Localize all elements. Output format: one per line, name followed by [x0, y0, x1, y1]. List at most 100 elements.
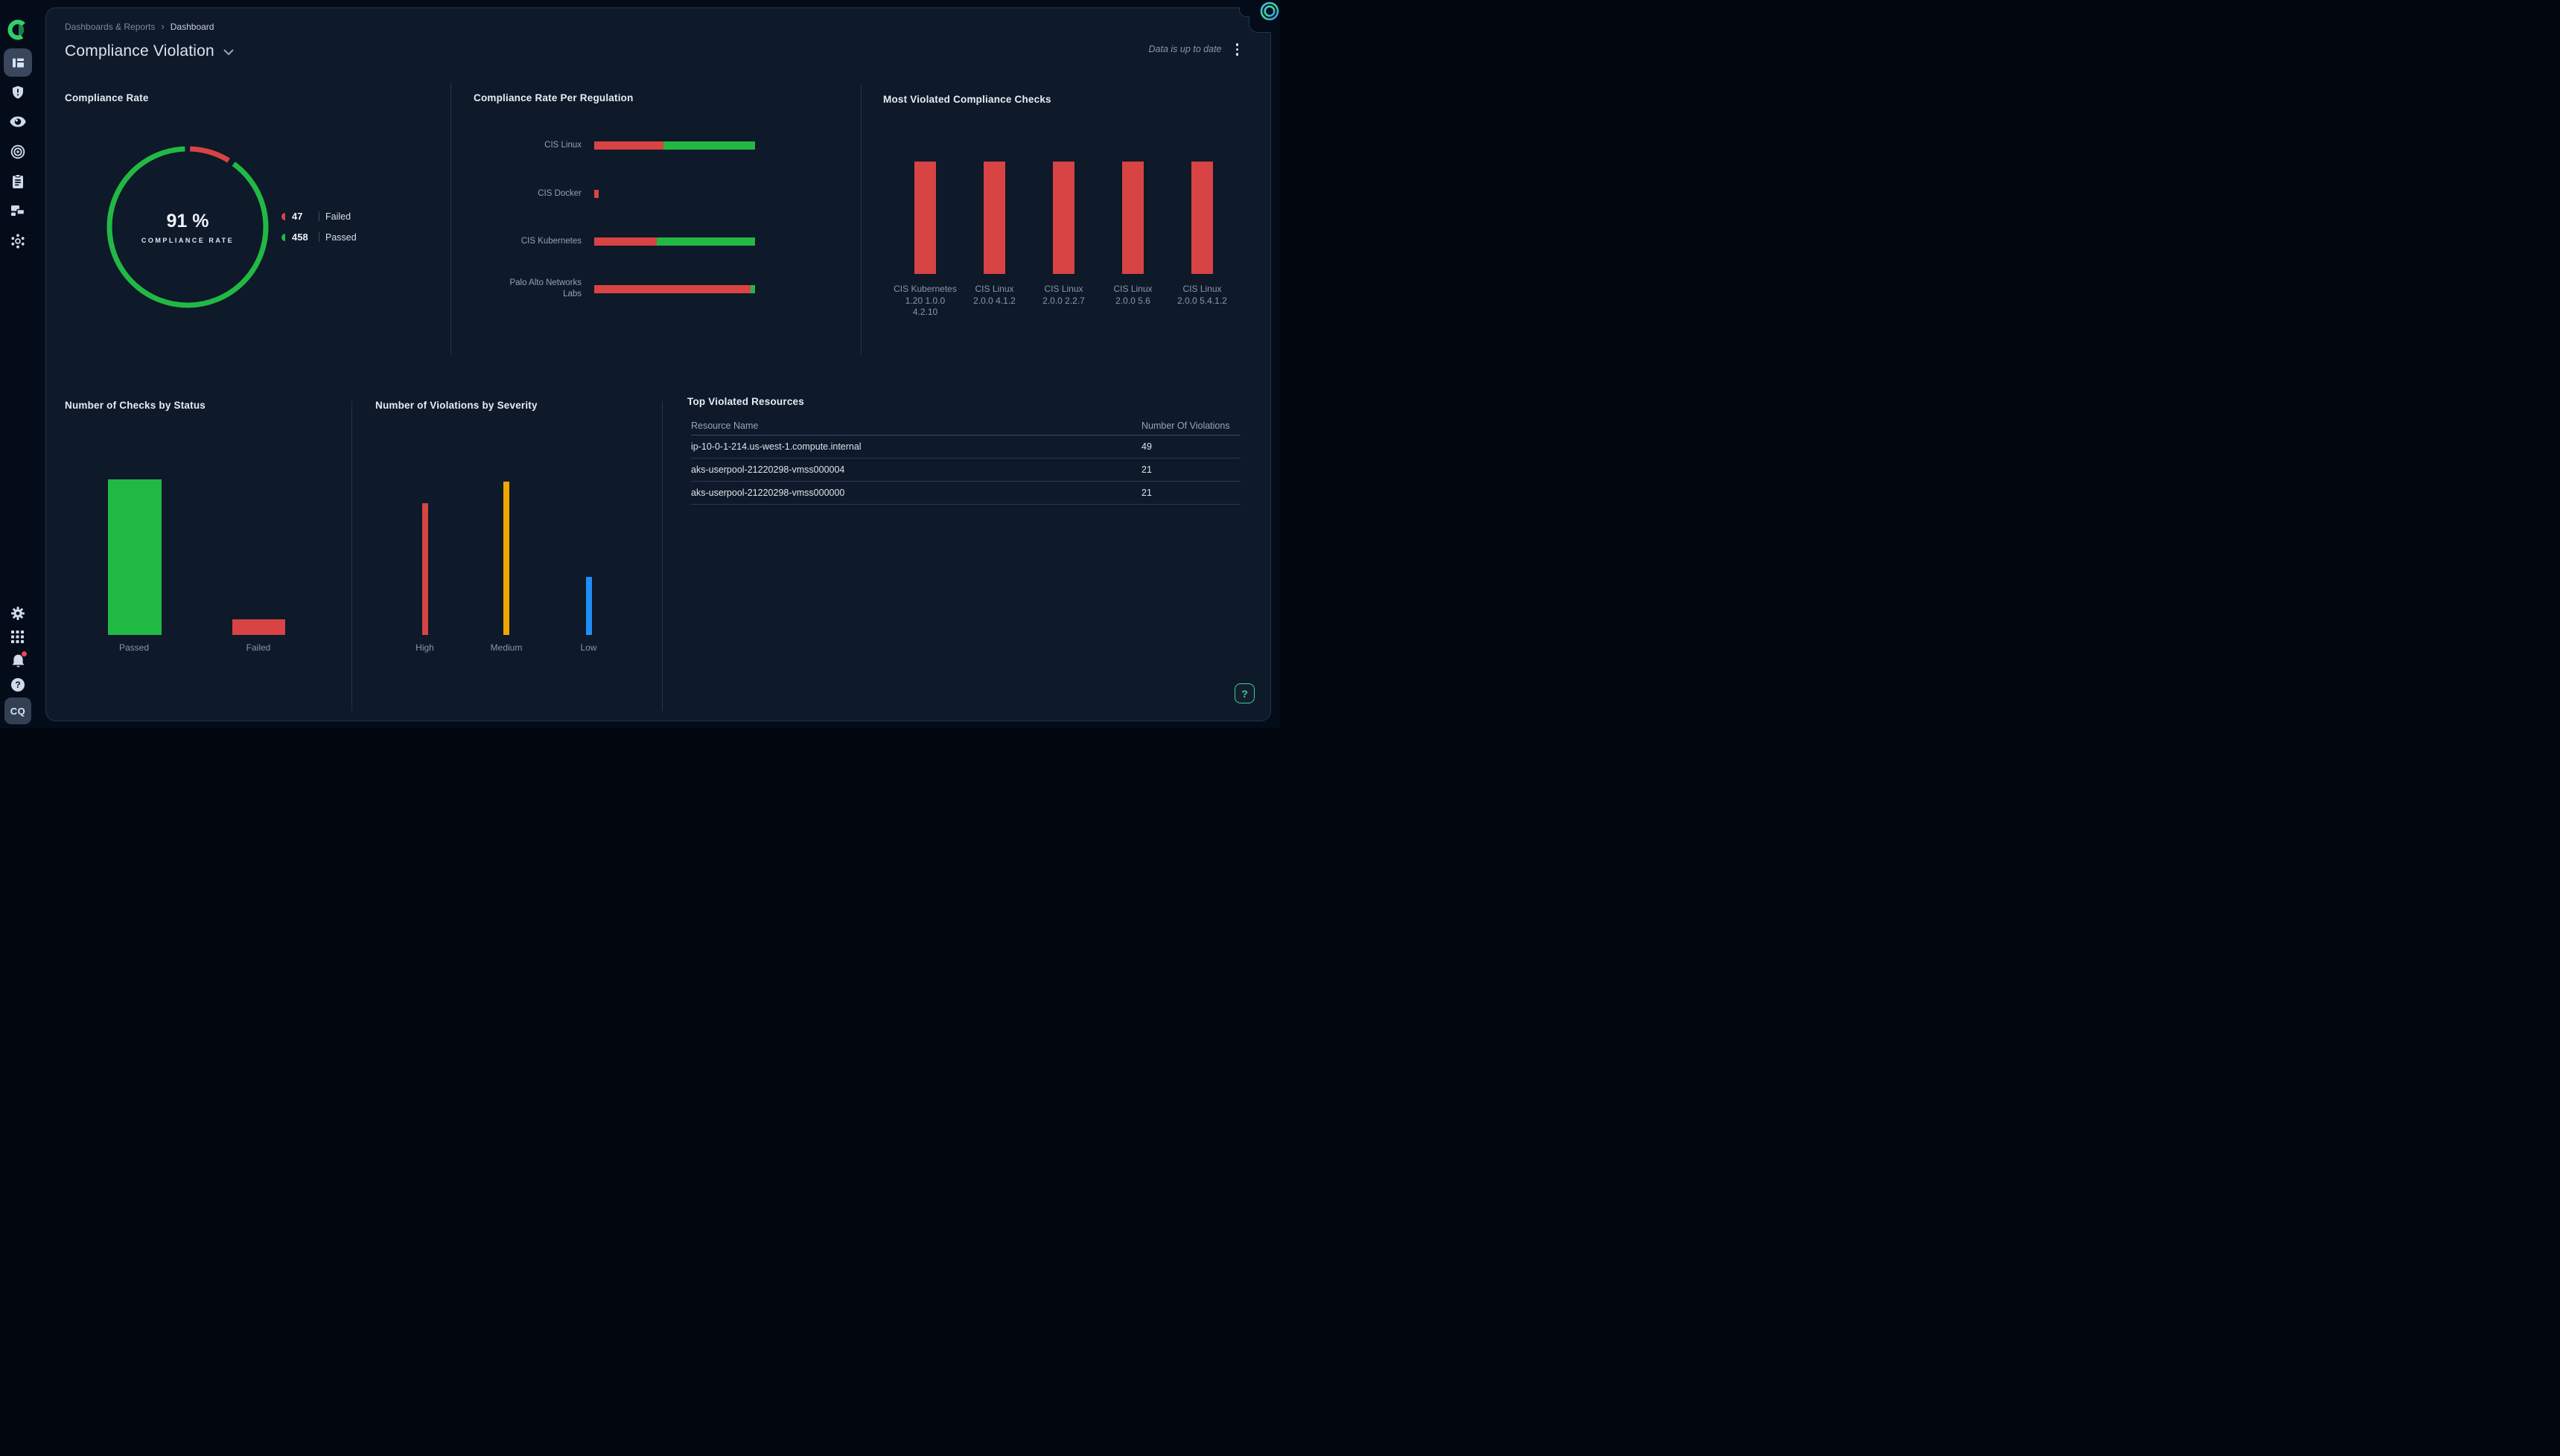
compliance-rate-donut: 91 % COMPLIANCE RATE	[106, 145, 270, 309]
regulation-row: CIS Docker	[463, 179, 761, 208]
data-freshness-status: Data is up to date	[1148, 44, 1222, 55]
sidebar: ? CQ	[0, 0, 45, 728]
blocks-icon	[11, 205, 25, 216]
sidebar-item-notifications[interactable]	[10, 651, 27, 669]
regulation-label: CIS Docker	[538, 188, 582, 198]
bar-segment-failed	[594, 237, 657, 246]
panel-corner-notch-step	[1239, 7, 1249, 17]
clipboard-icon	[13, 174, 23, 188]
bar-segment-passed	[750, 284, 755, 293]
regulation-row: CIS Kubernetes	[463, 226, 761, 256]
gear-icon	[11, 607, 25, 620]
severity-axis-label: Low	[580, 642, 597, 653]
failed-count: 47	[292, 211, 303, 222]
resource-name-cell: aks-userpool-21220298-vmss000004	[691, 464, 845, 475]
sidebar-item-apps[interactable]	[11, 630, 24, 643]
regulation-row: Palo Alto Networks Labs	[463, 274, 761, 304]
per-regulation-title: Compliance Rate Per Regulation	[474, 92, 634, 103]
section-divider	[450, 83, 451, 354]
sidebar-item-compliance[interactable]	[11, 174, 25, 189]
title-dropdown-chevron-icon[interactable]	[223, 49, 234, 56]
regulation-row: CIS Linux	[463, 130, 761, 160]
bar-segment-passed	[663, 141, 755, 150]
most-violated-check-label: CIS Linux 2.0.0 2.2.7	[1042, 284, 1085, 306]
help-circle-icon: ?	[11, 678, 25, 692]
most-violated-bar	[1122, 162, 1144, 274]
compliance-rate-caption: COMPLIANCE RATE	[141, 236, 235, 244]
bar-segment-failed	[594, 141, 663, 150]
sidebar-item-visibility[interactable]	[10, 116, 26, 127]
sidebar-item-dashboards[interactable]	[4, 48, 32, 77]
regulation-label: Palo Alto Networks Labs	[509, 278, 582, 298]
passed-label: Passed	[325, 232, 357, 243]
resource-name-cell: ip-10-0-1-214.us-west-1.compute.internal	[691, 441, 862, 452]
sidebar-item-alerts[interactable]	[10, 85, 25, 100]
most-violated-title: Most Violated Compliance Checks	[883, 94, 1051, 105]
shield-alert-icon	[13, 86, 23, 99]
top-violated-title: Top Violated Resources	[687, 396, 804, 407]
section-divider	[662, 401, 663, 711]
status-axis-label: Passed	[118, 642, 150, 653]
most-violated-check-label: CIS Kubernetes 1.20 1.0.0 4.2.10	[894, 284, 957, 318]
table-row[interactable]: aks-userpool-21220298-vmss000000 21	[691, 482, 1241, 505]
column-header-violations: Number Of Violations	[1142, 421, 1230, 431]
sidebar-item-assets[interactable]	[10, 205, 25, 217]
status-bar-failed	[232, 619, 285, 635]
column-header-resource-name: Resource Name	[691, 421, 759, 431]
page-title: Compliance Violation	[65, 42, 214, 60]
passed-marker-icon	[281, 233, 285, 241]
regulation-label: CIS Kubernetes	[520, 236, 582, 246]
help-fab-button[interactable]: ?	[1235, 683, 1255, 703]
brand-logo-icon	[7, 19, 28, 40]
most-violated-check-label: CIS Linux 2.0.0 4.1.2	[973, 284, 1016, 306]
table-row[interactable]: ip-10-0-1-214.us-west-1.compute.internal…	[691, 435, 1241, 459]
main-panel: Dashboards & Reports › Dashboard Complia…	[45, 7, 1271, 721]
violations-by-severity-title: Number of Violations by Severity	[375, 400, 538, 411]
table-body: ip-10-0-1-214.us-west-1.compute.internal…	[691, 435, 1241, 505]
breadcrumb-item-dashboards-reports[interactable]: Dashboards & Reports	[65, 21, 156, 32]
severity-axis-label: Medium	[490, 642, 523, 653]
notification-badge	[22, 651, 27, 657]
eye-icon	[10, 116, 26, 127]
table-row[interactable]: aks-userpool-21220298-vmss000004 21	[691, 459, 1241, 482]
grid-apps-icon	[11, 630, 24, 643]
most-violated-check-label: CIS Linux 2.0.0 5.4.1.2	[1177, 284, 1227, 306]
bullseye-icon	[10, 144, 25, 159]
most-violated-bar	[914, 162, 936, 274]
sidebar-item-help[interactable]: ?	[10, 677, 25, 692]
regulation-label: CIS Linux	[544, 140, 582, 150]
app-root: ? CQ Dashboards & Reports › Dashboard Co…	[0, 0, 1280, 728]
section-divider	[351, 401, 352, 711]
user-avatar[interactable]: CQ	[4, 697, 31, 724]
svg-text:?: ?	[15, 680, 20, 690]
status-axis-label: Failed	[246, 642, 271, 653]
violations-count-cell: 21	[1142, 488, 1152, 498]
bar-segment-passed	[657, 237, 755, 246]
sidebar-item-radar[interactable]	[10, 144, 25, 159]
passed-count: 458	[292, 232, 308, 243]
top-violated-table: Resource Name Number Of Violations ip-10…	[691, 417, 1241, 505]
kebab-menu-icon[interactable]	[1234, 41, 1241, 58]
compliance-rate-title: Compliance Rate	[65, 92, 149, 103]
failed-marker-icon	[281, 212, 285, 220]
regulation-bar	[594, 141, 755, 150]
sidebar-item-settings[interactable]	[10, 606, 25, 621]
bell-icon	[12, 654, 24, 668]
breadcrumb-separator: ›	[161, 21, 165, 32]
severity-bar-medium	[503, 482, 509, 635]
checks-by-status-title: Number of Checks by Status	[65, 400, 206, 411]
legend-item-passed: 458 Passed	[281, 232, 357, 243]
most-violated-bar	[1053, 162, 1074, 274]
brand-logo[interactable]	[7, 19, 29, 41]
sidebar-item-attack-paths[interactable]	[10, 234, 25, 249]
donut-legend: 47 Failed 458 Passed	[281, 211, 357, 243]
severity-bar-low	[585, 576, 592, 635]
severity-axis-label: High	[415, 642, 434, 653]
dashboard-layout-icon	[12, 58, 24, 67]
corner-rings-button[interactable]	[1259, 1, 1280, 22]
breadcrumb-item-dashboard[interactable]: Dashboard	[170, 21, 214, 32]
legend-item-failed: 47 Failed	[281, 211, 357, 222]
donut-passed-arc	[106, 146, 269, 308]
resource-name-cell: aks-userpool-21220298-vmss000000	[691, 488, 845, 498]
regulation-bar	[594, 284, 755, 293]
